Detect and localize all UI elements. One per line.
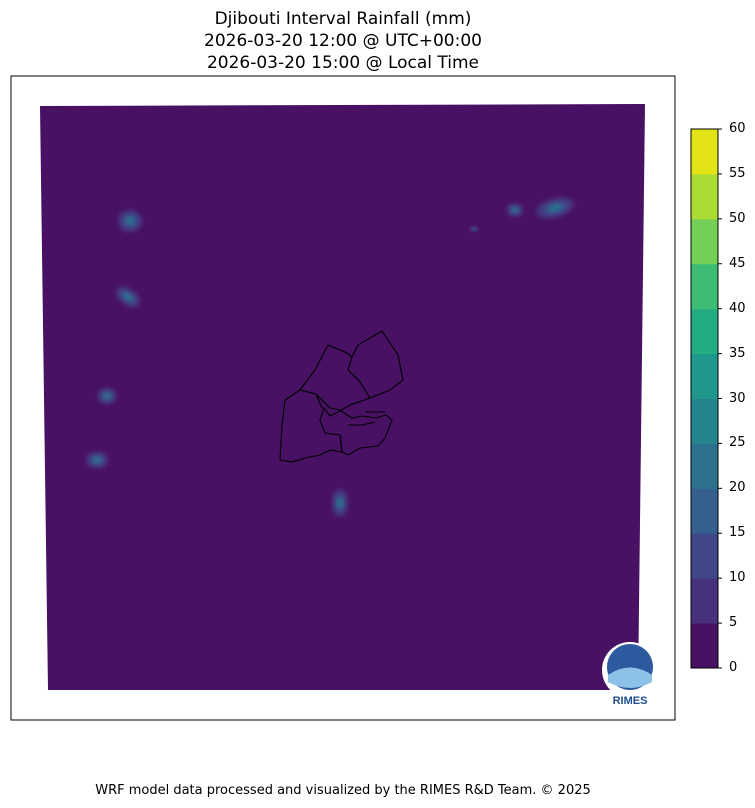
- title-line-2: 2026-03-20 12:00 @ UTC+00:00: [204, 31, 482, 51]
- rain-cells: [85, 197, 575, 517]
- logo-text: RIMES: [613, 695, 648, 707]
- region-border-north: [299, 344, 329, 391]
- colorbar-band: [691, 533, 718, 579]
- rain-cell: [547, 203, 563, 213]
- colorbar-band: [691, 129, 718, 175]
- colorbar-tick-label: 25: [729, 435, 746, 451]
- colorbar-tick-label: 40: [729, 300, 746, 316]
- rain-cell: [103, 392, 111, 400]
- colorbar-tick-label: 0: [729, 660, 738, 675]
- colorbar-tick-label: 55: [729, 165, 746, 181]
- rainfall-field: [40, 104, 645, 690]
- region-border-tadjourah: [347, 356, 371, 399]
- rain-cell: [472, 227, 476, 231]
- colorbar-tick-label: 20: [729, 480, 746, 496]
- region-border-dikhil: [315, 393, 343, 453]
- title-line-3: 2026-03-20 15:00 @ Local Time: [206, 53, 480, 73]
- rain-cell: [511, 207, 519, 213]
- colorbar-band: [691, 488, 718, 534]
- rain-cell: [123, 292, 133, 302]
- footer-credit: WRF model data processed and visualized …: [95, 783, 591, 798]
- rimes-logo: RIMES: [602, 642, 658, 707]
- colorbar-band: [691, 263, 718, 310]
- colorbar-band: [691, 353, 718, 399]
- djibouti-outline: [279, 330, 404, 463]
- rain-cell: [92, 456, 102, 464]
- rain-cell: [125, 216, 135, 226]
- colorbar-tick-label: 10: [729, 570, 746, 586]
- colorbar-tick-label: 50: [729, 210, 746, 226]
- colorbar-band: [691, 308, 718, 355]
- title-line-1: Djibouti Interval Rainfall (mm): [214, 9, 472, 29]
- colorbar-band: [691, 443, 718, 489]
- colorbar-tick-label: 5: [729, 615, 738, 631]
- colorbar-tick-label: 45: [729, 255, 746, 271]
- colorbar: [690, 128, 722, 669]
- colorbar-tick-label: 15: [729, 525, 746, 541]
- colorbar-band: [691, 218, 718, 265]
- colorbar-band: [691, 398, 718, 444]
- colorbar-tick-label: 60: [729, 121, 746, 136]
- colorbar-tick-label: 30: [729, 390, 746, 406]
- colorbar-band: [691, 623, 718, 669]
- colorbar-band: [691, 578, 718, 624]
- region-border-arta: [348, 411, 385, 426]
- colorbar-band: [691, 173, 718, 220]
- rain-cell: [336, 497, 344, 509]
- colorbar-tick-label: 35: [729, 345, 746, 361]
- country-borders: [279, 330, 404, 463]
